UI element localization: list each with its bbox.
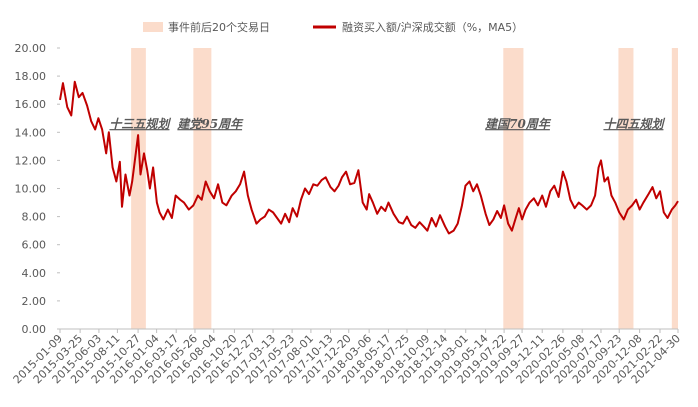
y-tick-label: 6.00 [22, 239, 47, 252]
event-band [131, 48, 146, 329]
annotation: 建党95周年 [176, 117, 244, 131]
y-tick-label: 4.00 [22, 267, 47, 280]
event-band [671, 48, 678, 329]
event-band [503, 48, 524, 329]
legend-swatch [143, 22, 163, 32]
y-tick-label: 10.00 [15, 183, 47, 196]
y-tick-label: 18.00 [15, 70, 47, 83]
annotation: 十四五规划 [603, 117, 665, 131]
y-tick-label: 16.00 [15, 98, 47, 111]
annotation: 建国70周年 [484, 117, 552, 131]
y-tick-label: 2.00 [22, 295, 47, 308]
annotation: 十三五规划 [109, 117, 171, 131]
y-tick-label: 14.00 [15, 126, 47, 139]
y-tick-label: 0.00 [22, 323, 47, 336]
event-band [193, 48, 212, 329]
y-tick-label: 20.00 [15, 42, 47, 55]
legend-label: 事件前后20个交易日 [168, 20, 270, 34]
series-line [59, 80, 679, 235]
y-tick-label: 12.00 [15, 154, 47, 167]
legend-label: 融资买入额/沪深成交额（%，MA5） [342, 20, 523, 34]
y-tick-label: 8.00 [22, 211, 47, 224]
event-band [618, 48, 634, 329]
